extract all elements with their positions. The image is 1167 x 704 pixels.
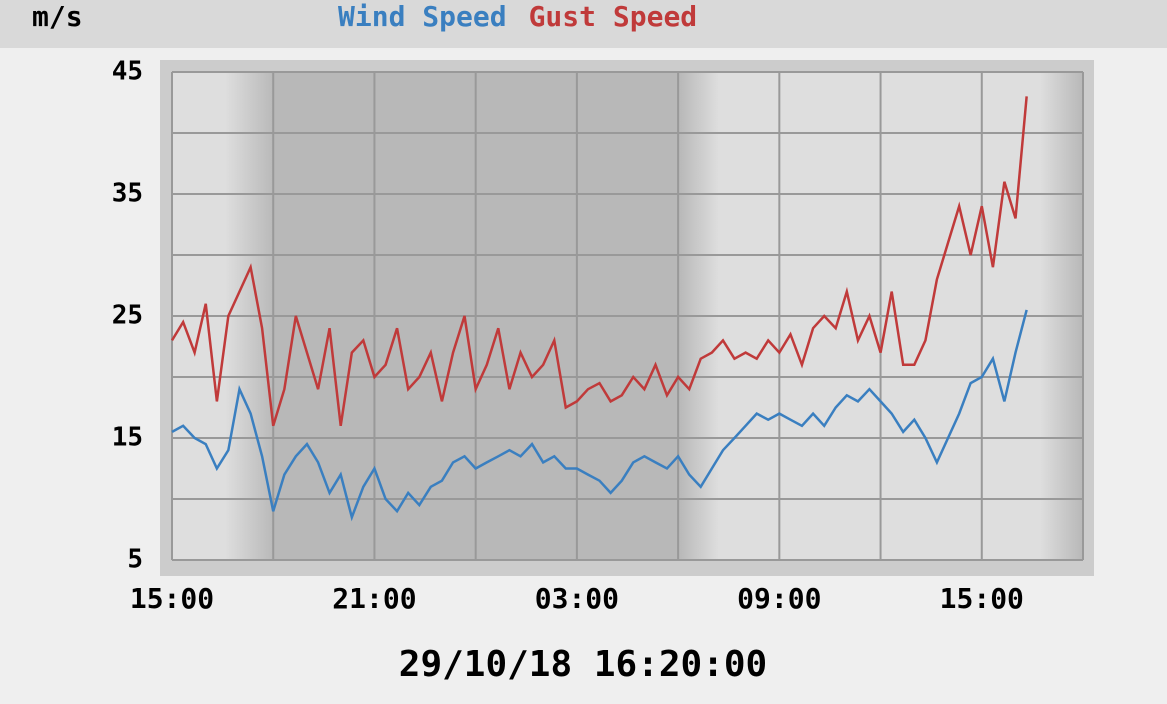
data-line [171, 309, 1028, 522]
y-unit: m/s [32, 0, 83, 33]
header-bar [0, 0, 1167, 48]
chart-title: 29/10/18 16:20:00 [399, 644, 767, 685]
x-tick-label: 15:00 [130, 582, 214, 615]
x-tick-label: 09:00 [737, 582, 821, 615]
y-tick-label: 5 [127, 545, 143, 575]
x-tick-label: 03:00 [535, 582, 619, 615]
y-tick-label: 45 [112, 57, 143, 87]
y-tick-label: 35 [112, 179, 143, 209]
legend-entry: Wind Speed [338, 0, 507, 33]
x-tick-label: 21:00 [332, 582, 416, 615]
legend-entry: Gust Speed [529, 0, 698, 33]
data-line [170, 96, 1028, 427]
y-tick-label: 25 [112, 301, 143, 331]
x-tick-label: 15:00 [940, 582, 1024, 615]
y-tick-label: 15 [112, 423, 143, 453]
